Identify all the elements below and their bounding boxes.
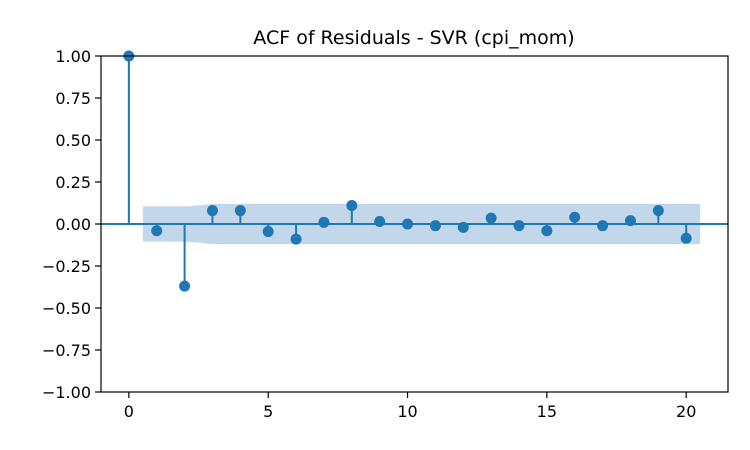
- y-tick-label-5: −0.25: [42, 257, 91, 276]
- y-tick-label-3: 0.25: [55, 173, 91, 192]
- y-tick-label-1: 0.75: [55, 89, 91, 108]
- acf-point-lag-10: [402, 218, 414, 230]
- x-tick-label-0: 0: [124, 402, 134, 421]
- acf-point-lag-6: [290, 233, 302, 245]
- acf-point-lag-5: [262, 226, 274, 238]
- y-tick-label-6: −0.50: [42, 299, 91, 318]
- y-tick-label-8: −1.00: [42, 383, 91, 402]
- acf-point-lag-20: [680, 232, 692, 244]
- acf-point-lag-4: [234, 205, 246, 217]
- acf-point-lag-19: [652, 205, 664, 217]
- x-tick-label-15: 15: [537, 402, 557, 421]
- acf-point-lag-18: [624, 215, 636, 227]
- acf-point-lag-12: [457, 221, 469, 233]
- acf-point-lag-9: [374, 215, 386, 227]
- acf-point-lag-11: [429, 220, 441, 232]
- x-tick-label-5: 5: [263, 402, 273, 421]
- acf-point-lag-8: [346, 200, 358, 212]
- y-tick-label-4: 0.00: [55, 215, 91, 234]
- y-tick-label-7: −0.75: [42, 341, 91, 360]
- acf-point-lag-3: [206, 205, 218, 217]
- acf-point-lag-2: [179, 280, 191, 292]
- y-tick-label-2: 0.50: [55, 131, 91, 150]
- chart-title: ACF of Residuals - SVR (cpi_mom): [253, 27, 574, 49]
- acf-point-lag-17: [597, 220, 609, 232]
- acf-point-lag-7: [318, 216, 330, 228]
- acf-point-lag-13: [485, 212, 497, 224]
- acf-point-lag-15: [541, 225, 553, 237]
- acf-point-lag-14: [513, 220, 525, 232]
- plot-area: 0 5 10 15 20 1.00 0.75 0.50 0.25 0.00 −0.25 −0.50 −0…: [42, 47, 729, 421]
- x-tick-label-20: 20: [676, 402, 696, 421]
- y-tick-label-0: 1.00: [55, 47, 91, 66]
- acf-point-lag-1: [151, 225, 163, 237]
- x-tick-label-10: 10: [397, 402, 417, 421]
- acf-point-lag-16: [569, 211, 581, 223]
